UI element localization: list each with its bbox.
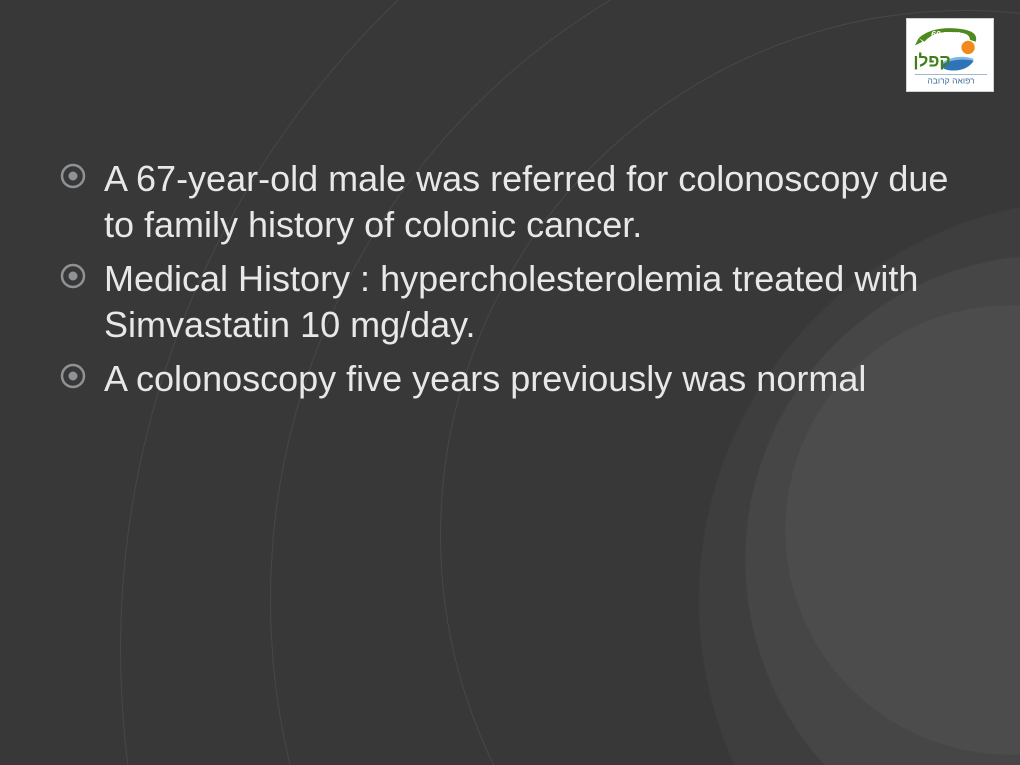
bullet-item: A 67-year-old male was referred for colo…	[60, 156, 950, 248]
bullet-text: A 67-year-old male was referred for colo…	[104, 158, 948, 245]
logo-wordmark: קפלן	[913, 51, 950, 70]
logo-banner-text: 60 שנה	[931, 29, 960, 39]
bullet-marker-icon	[60, 363, 86, 389]
slide-content: A 67-year-old male was referred for colo…	[60, 156, 950, 410]
bullet-marker-icon	[60, 263, 86, 289]
bullet-item: A colonoscopy five years previously was …	[60, 356, 950, 402]
kaplan-logo: 60 שנה קפלן רפואה קרובה	[906, 18, 994, 92]
bullet-marker-icon	[60, 163, 86, 189]
kaplan-logo-svg: 60 שנה קפלן רפואה קרובה	[913, 23, 989, 89]
logo-tagline: רפואה קרובה	[927, 76, 974, 86]
bullet-text: A colonoscopy five years previously was …	[104, 358, 866, 399]
bullet-item: Medical History : hypercholesterolemia t…	[60, 256, 950, 348]
bullet-list: A 67-year-old male was referred for colo…	[60, 156, 950, 402]
bullet-text: Medical History : hypercholesterolemia t…	[104, 258, 918, 345]
slide: 60 שנה קפלן רפואה קרובה A 67-year-old ma…	[0, 0, 1020, 765]
